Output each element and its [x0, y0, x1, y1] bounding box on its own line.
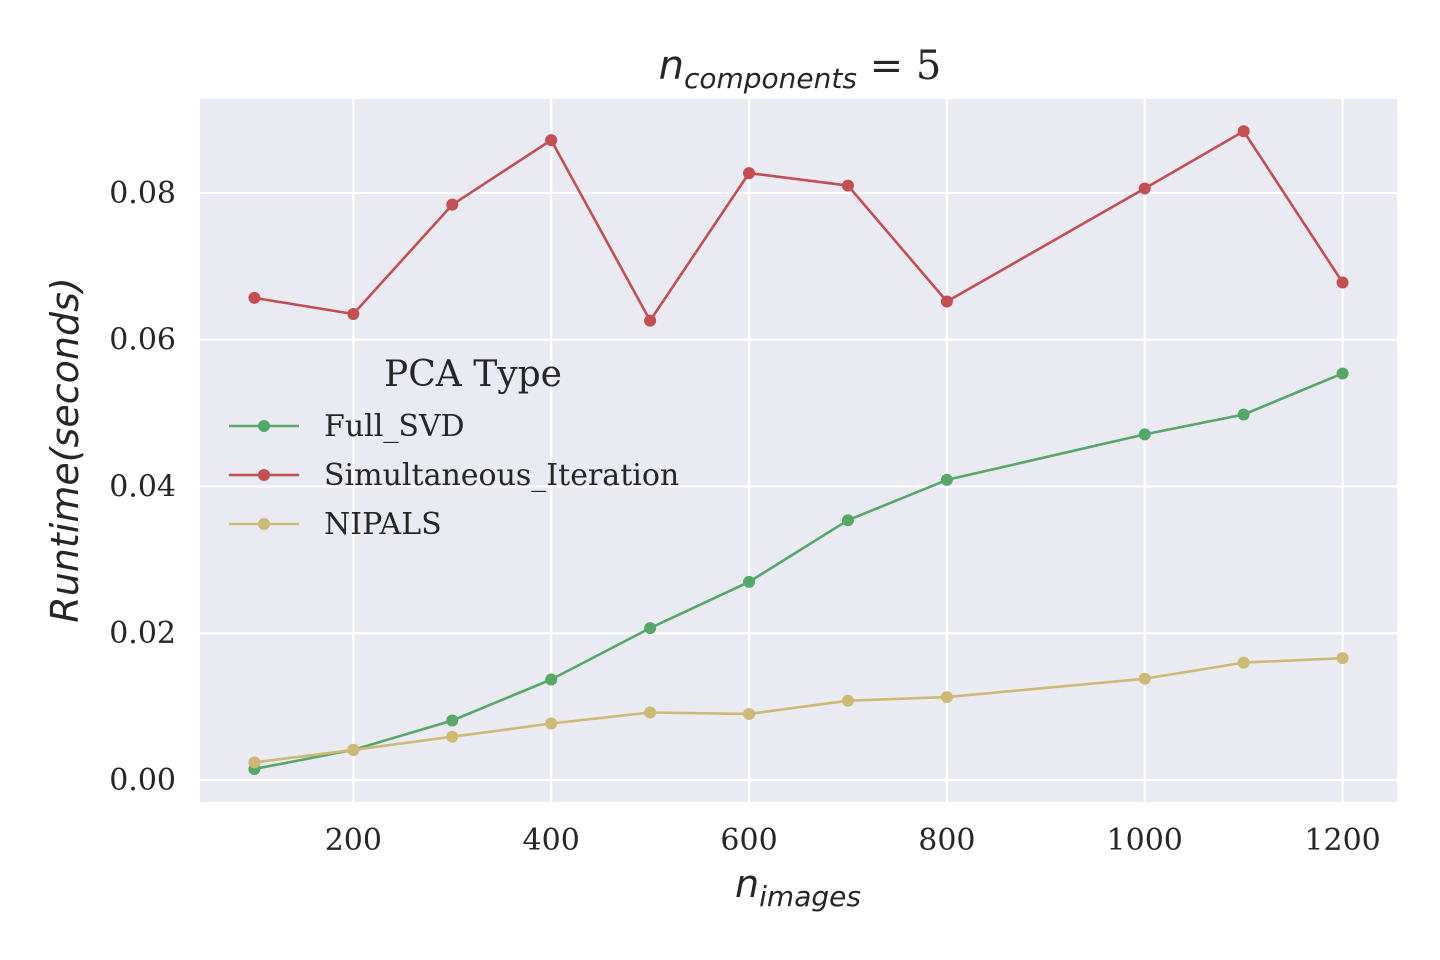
x-tick-label: 400 [523, 823, 580, 858]
data-point [248, 291, 261, 304]
data-point [1138, 672, 1151, 685]
data-point [1336, 652, 1349, 665]
data-point [446, 730, 459, 743]
data-point [841, 514, 854, 527]
x-tick-label: 1200 [1304, 823, 1380, 858]
series-layer [248, 125, 1349, 775]
y-tick-label: 0.08 [109, 176, 176, 211]
data-point [1237, 408, 1250, 421]
x-tick-label: 600 [720, 823, 777, 858]
data-point [1237, 125, 1250, 138]
data-point [644, 706, 657, 719]
data-point [248, 756, 261, 769]
data-point [347, 743, 360, 756]
x-axis-ticks: 200 400 600 800 1000 1200 [325, 823, 1381, 858]
x-tick-label: 200 [325, 823, 382, 858]
chart-title-subscript: components [684, 62, 857, 95]
series-simultaneous-iteration [248, 125, 1349, 327]
chart-title-base: n [659, 43, 684, 89]
legend-entry: Full_SVD [229, 409, 465, 444]
y-tick-label: 0.02 [109, 616, 176, 651]
x-tick-label: 800 [918, 823, 975, 858]
grid-lines [200, 99, 1397, 802]
legend-title: PCA Type [384, 354, 562, 395]
legend: PCA Type Full_SVD Simultaneous_Iteration N… [229, 354, 679, 542]
x-axis-label-base: n [735, 862, 759, 906]
data-point [545, 673, 558, 686]
chart-title-rest: = 5 [857, 43, 941, 89]
data-point [347, 308, 360, 321]
y-tick-label: 0.06 [109, 323, 176, 358]
legend-marker [258, 518, 270, 530]
x-axis-label-subscript: images [759, 880, 861, 913]
legend-entry: Simultaneous_Iteration [229, 458, 679, 493]
data-point [1138, 428, 1151, 441]
legend-label: NIPALS [324, 507, 442, 542]
data-point [940, 691, 953, 704]
data-point [446, 198, 459, 211]
data-point [940, 295, 953, 308]
data-point [841, 179, 854, 192]
data-point [1336, 276, 1349, 289]
x-axis-label: nimages [735, 862, 861, 913]
data-point [1138, 182, 1151, 195]
data-point [644, 314, 657, 327]
x-tick-label: 1000 [1107, 823, 1183, 858]
legend-entries: Full_SVD Simultaneous_Iteration NIPALS [229, 409, 679, 542]
data-point [644, 622, 657, 635]
chart-title: ncomponents = 5 [659, 43, 942, 95]
data-point [743, 707, 756, 720]
y-tick-label: 0.00 [109, 763, 176, 798]
data-point [1237, 656, 1250, 669]
legend-entry: NIPALS [229, 507, 442, 542]
y-axis-ticks: 0.00 0.02 0.04 0.06 0.08 [109, 176, 176, 798]
plot-background [200, 99, 1397, 802]
data-point [446, 714, 459, 727]
data-point [1336, 367, 1349, 380]
legend-marker [258, 420, 270, 432]
data-point [743, 575, 756, 588]
y-tick-label: 0.04 [109, 469, 176, 504]
legend-label: Simultaneous_Iteration [324, 458, 679, 493]
data-point [743, 167, 756, 180]
legend-label: Full_SVD [324, 409, 465, 444]
legend-marker [258, 469, 270, 481]
y-axis-label: Runtime(seconds) [43, 277, 87, 622]
data-point [940, 473, 953, 486]
data-point [841, 694, 854, 707]
data-point [545, 717, 558, 730]
series-nipals [248, 652, 1349, 769]
data-point [545, 134, 558, 147]
